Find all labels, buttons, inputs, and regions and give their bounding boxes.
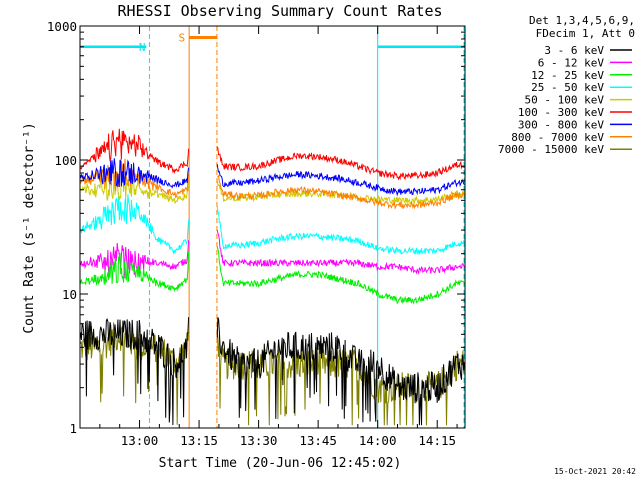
y-tick-label: 1 xyxy=(69,421,77,436)
series-line-6-12keV-0 xyxy=(79,240,190,279)
series-line-300-800keV-0 xyxy=(79,158,190,189)
series-line-12-25keV-1 xyxy=(216,246,465,305)
series-line-25-50keV-1 xyxy=(216,204,465,256)
x-tick-label: 14:15 xyxy=(418,433,456,448)
generation-timestamp: 15-Oct-2021 20:42 xyxy=(554,467,636,476)
y-tick-label: 10 xyxy=(62,287,77,302)
axes: 13:00 13:15 13:30 13:45 14:00 14:15 1 10 100 1000 xyxy=(47,19,466,448)
legend-label: 25 - 50 keV xyxy=(531,81,604,94)
series-line-300-800keV-1 xyxy=(216,164,465,197)
legend-label: 3 - 6 keV xyxy=(544,44,604,57)
legend-label: 50 - 100 keV xyxy=(525,94,605,107)
y-tick-label: 1000 xyxy=(47,19,77,34)
x-tick-label: 14:00 xyxy=(359,433,397,448)
x-tick-label: 13:30 xyxy=(240,433,278,448)
y-axis-label: Count Rate (s⁻¹ detector⁻¹) xyxy=(22,122,37,333)
legend-header-attenuator: FDecim 1, Att 0 xyxy=(536,27,635,40)
saa-flag-label: S xyxy=(179,32,186,45)
series-line-3-6keV-1 xyxy=(216,317,465,426)
legend-label: 7000 - 15000 keV xyxy=(498,143,604,156)
series-line-6-12keV-1 xyxy=(216,229,465,275)
series-line-25-50keV-0 xyxy=(79,192,190,256)
x-axis-label: Start Time (20-Jun-06 12:45:02) xyxy=(159,456,402,471)
legend-label: 300 - 800 keV xyxy=(518,118,604,131)
series-line-50-100keV-0 xyxy=(79,169,190,204)
series-line-100-300keV-1 xyxy=(216,146,465,181)
plot-frame xyxy=(79,25,466,429)
series-line-12-25keV-0 xyxy=(79,251,190,293)
plot-marks: NS xyxy=(79,26,465,428)
series-line-800-7000keV-1 xyxy=(217,174,465,210)
legend-label: 6 - 12 keV xyxy=(538,56,605,69)
x-tick-label: 13:45 xyxy=(299,433,337,448)
legend-label: 800 - 7000 keV xyxy=(511,131,604,144)
legend-label: 100 - 300 keV xyxy=(518,106,604,119)
legend-header-detectors: Det 1,3,4,5,6,9, xyxy=(529,14,635,27)
series-line-50-100keV-1 xyxy=(216,178,465,205)
x-tick-label: 13:15 xyxy=(180,433,218,448)
legend-label: 12 - 25 keV xyxy=(531,69,604,82)
series-line-3-6keV-0 xyxy=(79,317,190,426)
night-flag-label: N xyxy=(139,41,146,54)
chart-title: RHESSI Observing Summary Count Rates xyxy=(117,2,442,20)
series-line-100-300keV-0 xyxy=(79,128,190,175)
x-tick-label: 13:00 xyxy=(121,433,159,448)
y-tick-label: 100 xyxy=(54,153,77,168)
